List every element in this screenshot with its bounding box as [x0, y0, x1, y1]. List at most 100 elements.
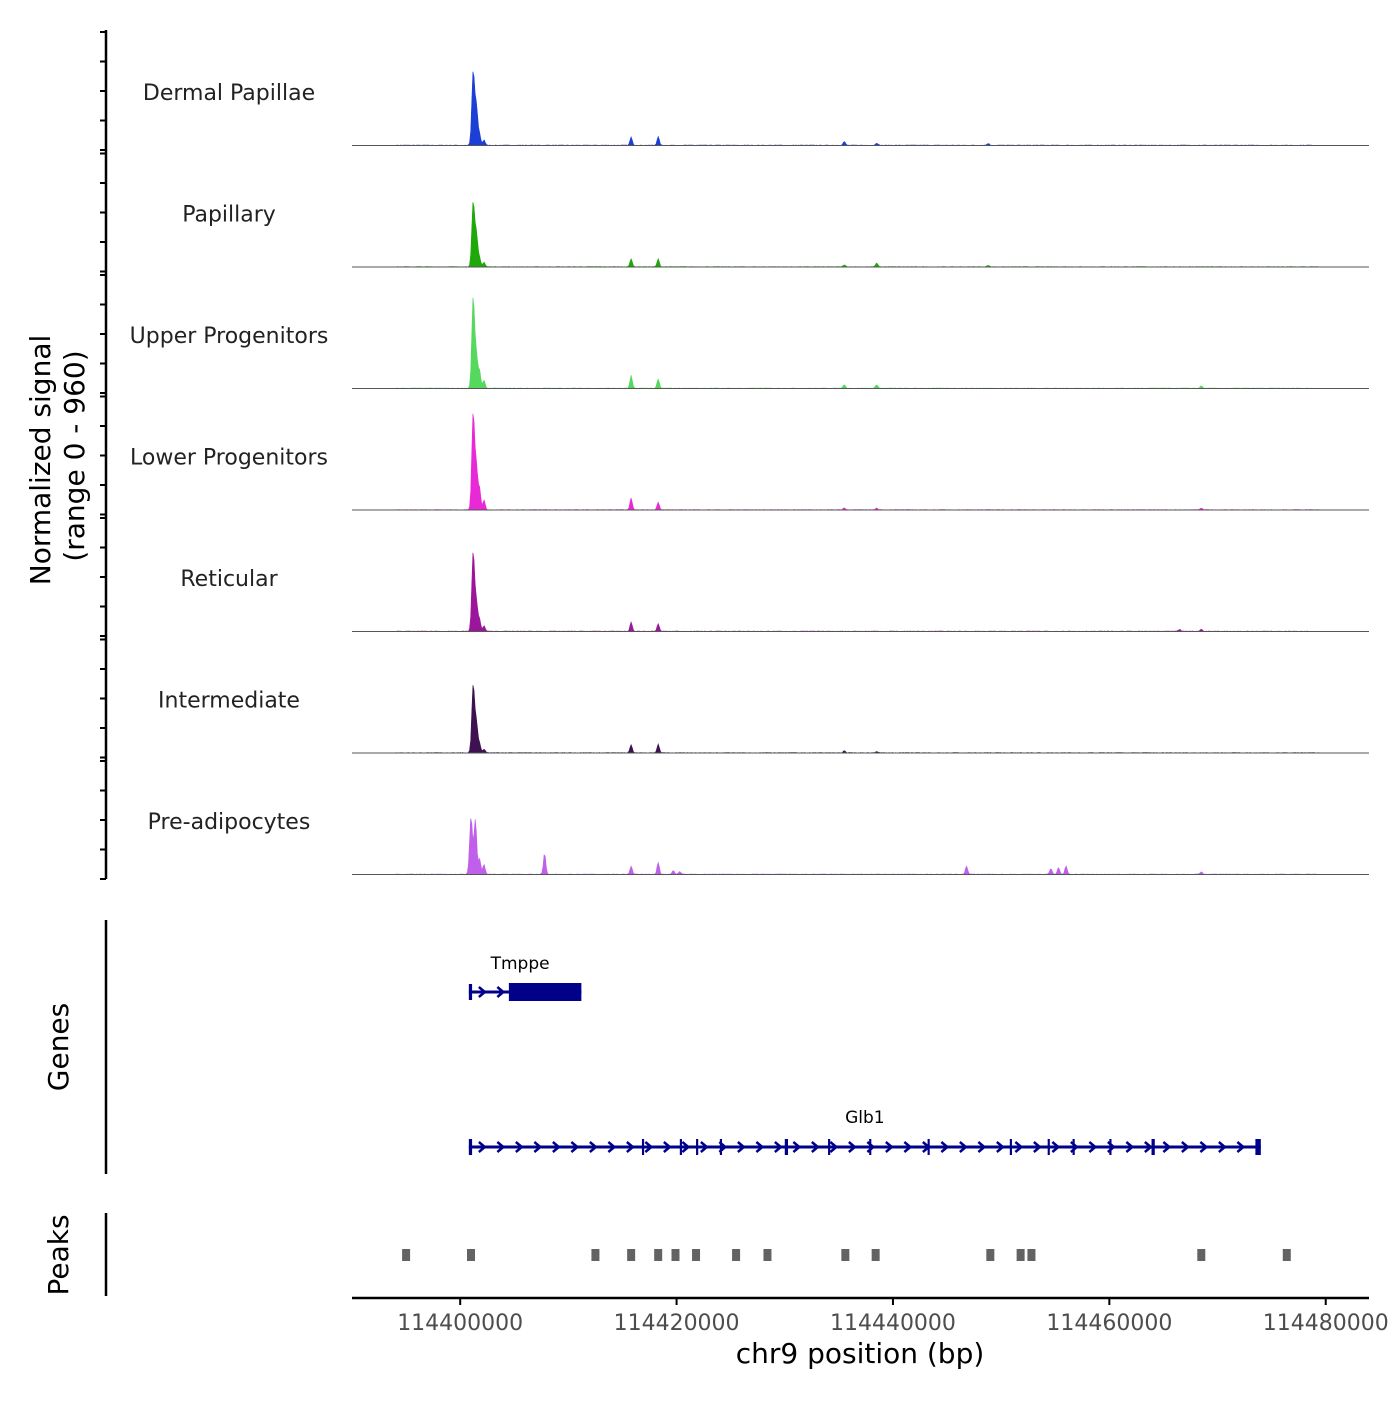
coverage-signal-area	[395, 413, 1321, 511]
track-label: Upper Progenitors	[130, 324, 329, 349]
strand-arrow	[1125, 1141, 1135, 1153]
exon-box	[1072, 1139, 1075, 1155]
exon-box	[1047, 1139, 1050, 1155]
strand-arrow	[755, 1141, 765, 1153]
strand-arrow	[607, 1141, 617, 1153]
exon-box	[696, 1139, 699, 1155]
strand-arrow	[589, 1141, 598, 1153]
x-tick-label: 114460000	[1046, 1311, 1172, 1336]
strand-arrow	[996, 1141, 1005, 1153]
exon-box	[641, 1139, 645, 1155]
track-label: Pre-adipocytes	[148, 810, 311, 835]
strand-arrow	[940, 1141, 950, 1153]
strand-arrow	[533, 1141, 543, 1153]
peak-marks	[402, 1249, 1291, 1261]
peak-mark	[627, 1249, 636, 1261]
x-axis-label: chr9 position (bp)	[736, 1337, 985, 1370]
peak-mark	[1027, 1249, 1036, 1261]
strand-arrow	[1218, 1141, 1227, 1153]
peaks-y-label: Peaks	[42, 1214, 75, 1295]
exon-box	[1151, 1139, 1155, 1155]
x-tick-label: 114420000	[614, 1311, 740, 1336]
peak-mark	[1282, 1249, 1291, 1261]
strand-arrow	[496, 986, 506, 998]
gene-models: Tmppe Glb1	[468, 954, 1261, 1155]
genes-panel: Genes Tmppe Glb1	[42, 920, 1261, 1174]
coverage-signal-area	[395, 202, 1321, 268]
peak-mark	[671, 1249, 680, 1261]
x-ticks: 114400000 114420000 114440000 114460000 1144…	[397, 1298, 1389, 1336]
gene-model: Tmppe	[468, 954, 582, 1001]
peak-mark	[871, 1249, 880, 1261]
strand-arrow	[644, 1141, 654, 1153]
peak-mark	[692, 1249, 701, 1261]
strand-arrow	[737, 1141, 746, 1153]
coverage-signal-area	[395, 71, 1321, 146]
gene-label: Glb1	[845, 1108, 885, 1128]
exon-box	[508, 983, 582, 1001]
track-label: Lower Progenitors	[130, 446, 328, 471]
coverage-signal-area	[394, 297, 1321, 389]
coverage-track: Dermal Papillae	[143, 71, 1369, 146]
strand-arrow	[829, 1141, 839, 1153]
peak-mark	[732, 1249, 741, 1261]
exon-box	[679, 1139, 682, 1155]
strand-arrow	[1051, 1141, 1061, 1153]
genes-y-label: Genes	[42, 1003, 75, 1091]
strand-arrow	[663, 1141, 672, 1153]
coverage-track: Reticular	[180, 552, 1369, 632]
track-label: Dermal Papillae	[143, 81, 315, 106]
peak-mark	[1016, 1249, 1025, 1261]
strand-arrow	[1144, 1141, 1153, 1153]
exon-box	[1109, 1139, 1112, 1155]
exon-box	[927, 1139, 930, 1155]
coverage-signal-area	[395, 552, 1321, 632]
exon-box	[784, 1139, 789, 1155]
strand-arrow	[1199, 1141, 1209, 1153]
coverage-track: Intermediate	[158, 685, 1369, 754]
strand-arrow	[478, 986, 487, 998]
coverage-track: Papillary	[182, 202, 1369, 268]
strand-arrow	[1033, 1141, 1042, 1153]
strand-arrow	[570, 1141, 580, 1153]
strand-arrow	[903, 1141, 913, 1153]
coverage-track: Pre-adipocytes	[148, 810, 1369, 875]
strand-arrow	[774, 1141, 783, 1153]
gene-label: Tmppe	[490, 954, 550, 974]
strand-arrow	[792, 1141, 802, 1153]
coverage-track: Lower Progenitors	[130, 413, 1369, 511]
strand-arrow	[959, 1141, 968, 1153]
peak-mark	[654, 1249, 663, 1261]
x-axis: 114400000 114420000 114440000 114460000 1144…	[352, 1296, 1389, 1370]
exon-box	[1009, 1139, 1012, 1155]
strand-arrow	[1236, 1141, 1246, 1153]
x-tick-label: 114400000	[397, 1311, 523, 1336]
strand-arrow	[1162, 1141, 1172, 1153]
x-tick-label: 114440000	[830, 1311, 956, 1336]
strand-arrow	[848, 1141, 857, 1153]
coverage-panel: Dermal Papillae Papillary Upper Progenitor…	[24, 30, 1369, 880]
strand-arrow	[515, 1141, 524, 1153]
peak-mark	[841, 1249, 850, 1261]
strand-arrow	[1088, 1141, 1098, 1153]
strand-arrow	[1014, 1141, 1024, 1153]
exon-box	[468, 1139, 473, 1155]
coverage-y-label-line1: Normalized signal	[24, 335, 57, 586]
strand-arrow	[681, 1141, 691, 1153]
track-label: Intermediate	[158, 689, 300, 714]
strand-arrow	[626, 1141, 635, 1153]
exon-box	[719, 1139, 723, 1155]
strand-arrow	[496, 1141, 506, 1153]
x-tick-label: 114480000	[1263, 1311, 1389, 1336]
coverage-track: Upper Progenitors	[130, 297, 1369, 389]
coverage-tracks: Dermal Papillae Papillary Upper Progenitor…	[130, 71, 1369, 875]
strand-arrow	[977, 1141, 987, 1153]
peak-mark	[1197, 1249, 1206, 1261]
strand-arrow	[552, 1141, 561, 1153]
peak-mark	[763, 1249, 772, 1261]
track-label: Reticular	[180, 567, 278, 592]
strand-arrow	[700, 1141, 709, 1153]
strand-arrow	[885, 1141, 894, 1153]
peaks-panel: Peaks	[42, 1213, 1291, 1296]
